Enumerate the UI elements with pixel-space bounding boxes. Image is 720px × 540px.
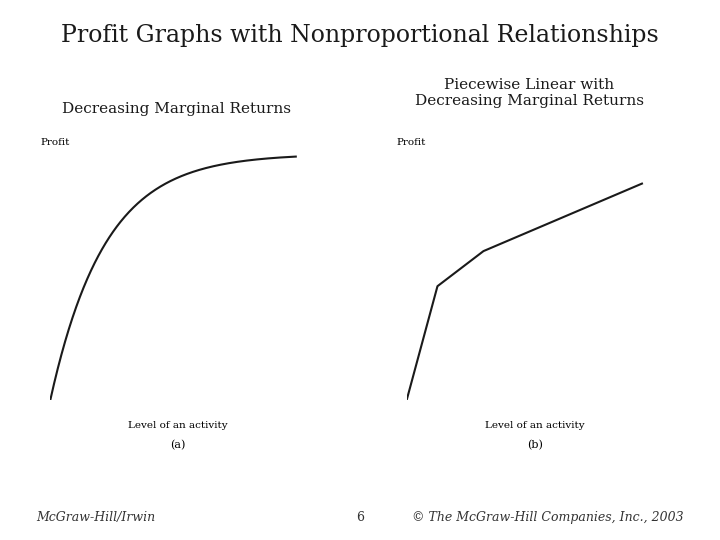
Text: Level of an activity: Level of an activity	[485, 421, 585, 430]
Text: Profit Graphs with Nonproportional Relationships: Profit Graphs with Nonproportional Relat…	[61, 24, 659, 48]
Text: McGraw-Hill/Irwin: McGraw-Hill/Irwin	[36, 511, 155, 524]
Text: Level of an activity: Level of an activity	[128, 421, 228, 430]
Text: Decreasing Marginal Returns: Decreasing Marginal Returns	[62, 102, 291, 116]
Text: © The McGraw-Hill Companies, Inc., 2003: © The McGraw-Hill Companies, Inc., 2003	[413, 511, 684, 524]
Text: Profit: Profit	[397, 138, 426, 147]
Text: (b): (b)	[526, 440, 543, 450]
Text: 6: 6	[356, 511, 364, 524]
Text: Profit: Profit	[40, 138, 70, 147]
Text: Piecewise Linear with
Decreasing Marginal Returns: Piecewise Linear with Decreasing Margina…	[415, 78, 644, 108]
Text: (a): (a)	[171, 440, 186, 450]
